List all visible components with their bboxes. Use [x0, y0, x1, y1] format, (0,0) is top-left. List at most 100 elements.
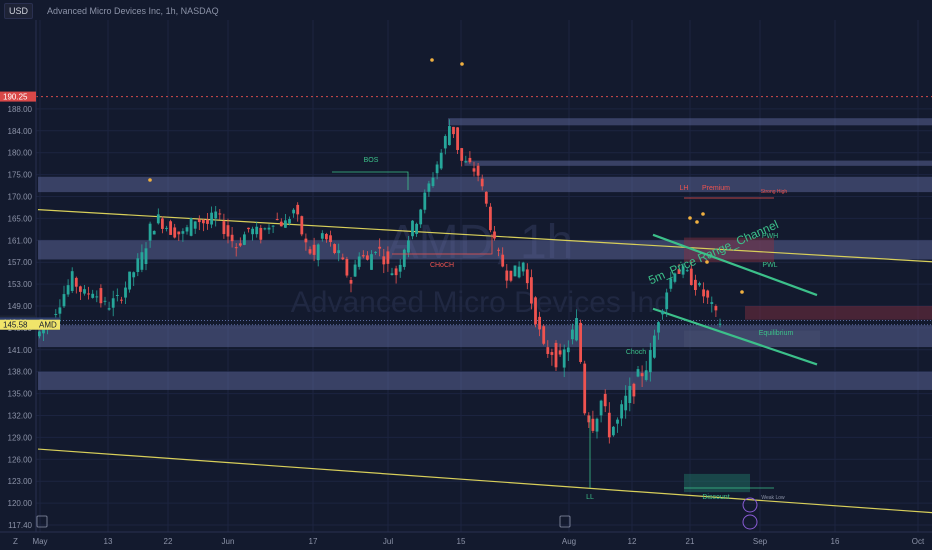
candle-body: [353, 264, 357, 277]
candle-body: [165, 227, 168, 229]
price-tag: [0, 319, 36, 330]
candle-body: [505, 270, 509, 281]
candle-body: [648, 350, 652, 373]
swing-marker: [688, 216, 692, 220]
y-axis-tick-label: 175.00: [8, 171, 33, 180]
candle-body: [681, 266, 685, 275]
candle-body: [95, 296, 99, 298]
candle-body: [128, 271, 131, 290]
y-axis-tick-label: 129.00: [8, 433, 33, 442]
candle-body: [530, 277, 533, 304]
candle-body: [271, 225, 275, 227]
annotation-label: LL: [586, 494, 594, 501]
candle-body: [554, 342, 558, 368]
candle-body: [579, 322, 582, 362]
bos-line: [332, 171, 409, 190]
annotation-label: Strong High: [761, 189, 788, 195]
y-axis-tick-label: 180.00: [8, 149, 33, 158]
candle-body: [136, 258, 140, 272]
price-tag-value: 190.25: [3, 93, 28, 102]
candle-body: [550, 352, 554, 355]
symbol-title: Advanced Micro Devices Inc, 1h, NASDAQ: [47, 6, 219, 16]
candle-body: [640, 373, 644, 377]
candle-body: [267, 227, 271, 230]
candle-body: [370, 254, 373, 270]
candle-body: [443, 136, 447, 149]
candle-body: [538, 316, 541, 330]
candle-body: [431, 177, 435, 186]
candle-body: [132, 272, 136, 278]
candle-body: [115, 295, 119, 297]
candle-body: [669, 278, 673, 289]
candle-body: [247, 227, 250, 230]
candle-body: [501, 254, 505, 267]
candle-body: [202, 219, 205, 224]
candle-body: [517, 266, 521, 278]
candle-body: [513, 265, 517, 277]
candle-body: [575, 318, 578, 341]
trend-line: [37, 448, 932, 514]
candle-body: [382, 256, 386, 265]
annotation-label: Premium: [702, 185, 730, 192]
candle-body: [120, 299, 123, 301]
candle-body: [296, 204, 300, 215]
candle-body: [308, 249, 312, 254]
candle-body: [181, 231, 185, 234]
candle-body: [74, 277, 78, 287]
zoom-reset-button[interactable]: Z: [13, 537, 18, 546]
candle-body: [509, 270, 513, 281]
candle-body: [107, 308, 111, 310]
candle-body: [226, 225, 230, 237]
annotation-label: PWH: [762, 233, 778, 240]
candle-body: [177, 231, 181, 235]
candle-body: [546, 347, 550, 354]
candle-body: [87, 293, 90, 295]
swing-marker: [695, 220, 699, 224]
candle-body: [325, 233, 328, 240]
x-axis-tick-label: Sep: [753, 537, 768, 546]
watermark-company: Advanced Micro Devices Inc: [291, 286, 670, 319]
candle-body: [534, 297, 537, 325]
candle-body: [378, 246, 382, 249]
candle-body: [390, 273, 394, 276]
candle-body: [83, 289, 86, 294]
price-tag-value: 145.58: [3, 321, 28, 330]
candle-body: [571, 329, 574, 340]
candle-body: [456, 127, 459, 150]
candle-body: [472, 168, 476, 172]
candle-body: [144, 248, 148, 265]
x-axis-tick-label: Jul: [383, 537, 393, 546]
x-axis-tick-label: 15: [457, 537, 466, 546]
candle-body: [714, 306, 718, 311]
annotation-label: CHoCH: [430, 262, 454, 269]
premium-zone: [745, 306, 932, 320]
candle-body: [366, 255, 369, 260]
candle-body: [525, 269, 529, 284]
candle-body: [521, 262, 525, 272]
candle-body: [42, 328, 45, 334]
split-icon: [742, 514, 758, 530]
dividend-icon: [742, 497, 758, 513]
candle-body: [230, 234, 234, 242]
candle-body: [279, 221, 283, 227]
candle-body: [685, 270, 689, 272]
candle-body: [337, 250, 341, 254]
candle-body: [329, 235, 332, 243]
candle-body: [698, 283, 701, 286]
candle-body: [423, 192, 427, 210]
candle-body: [189, 218, 193, 236]
y-axis-tick-label: 188.00: [8, 105, 33, 114]
x-axis-tick-label: 17: [309, 537, 318, 546]
candle-body: [435, 164, 439, 174]
x-axis-tick-label: Oct: [912, 537, 925, 546]
candle-body: [111, 298, 115, 308]
candle-body: [124, 287, 127, 298]
annotation-label: Choch: [626, 349, 646, 356]
y-axis-tick-label: 120.00: [8, 499, 33, 508]
candle-body: [489, 206, 492, 231]
currency-button[interactable]: USD: [4, 3, 34, 19]
candle-body: [419, 209, 423, 225]
y-axis-tick-label: 170.00: [8, 193, 33, 202]
candle-body: [677, 269, 681, 274]
